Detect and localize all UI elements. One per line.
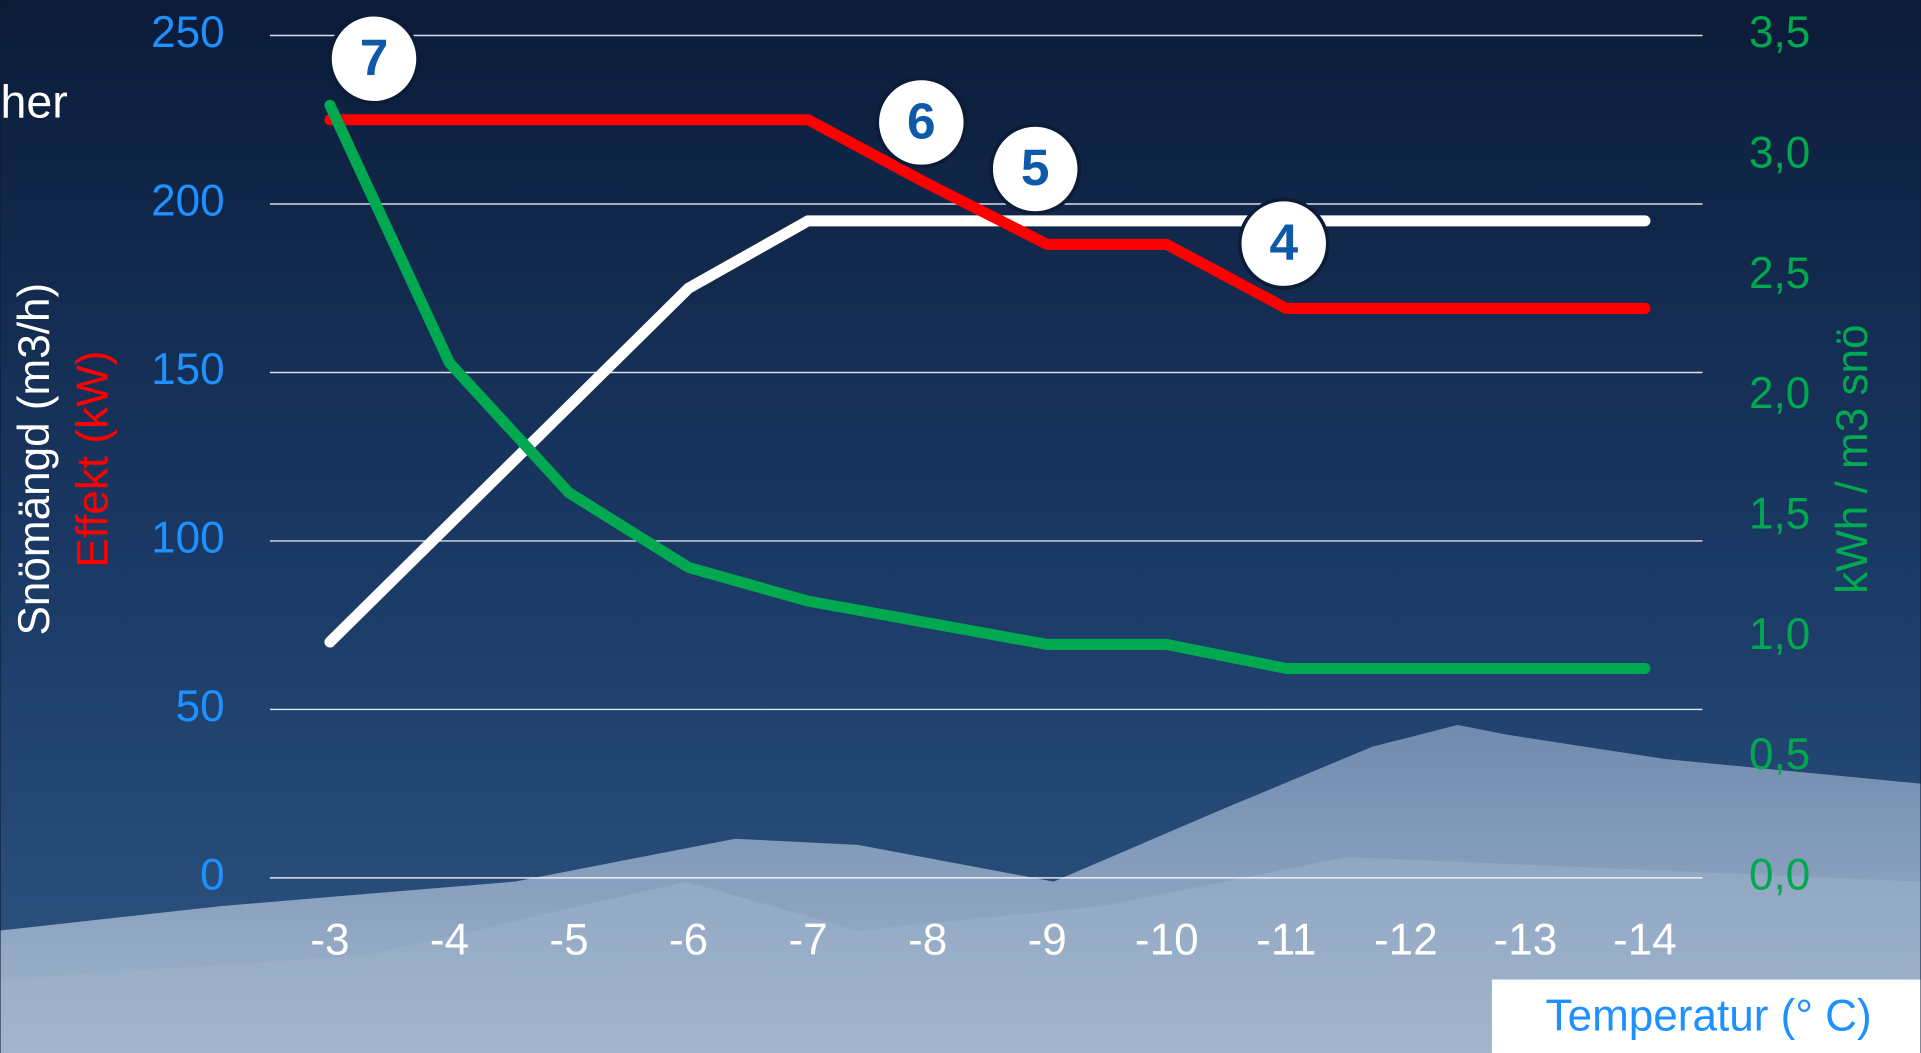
marker-badge: [875, 76, 968, 169]
x-tick-label: -4: [430, 915, 469, 964]
y2-tick-label: 3,5: [1749, 8, 1810, 57]
x-tick-label: -9: [1028, 915, 1067, 964]
marker-badge: [989, 123, 1082, 215]
marker-badge: [1237, 197, 1330, 290]
x-tick-label: -10: [1135, 915, 1199, 964]
axis-title: kWh / m3 snö: [1828, 324, 1877, 593]
x-tick-label: -12: [1374, 915, 1438, 964]
y2-tick-label: 1,5: [1749, 490, 1810, 539]
marker-badge: [328, 12, 420, 105]
x-tick-label: -7: [789, 915, 828, 964]
y2-tick-label: 1,0: [1749, 610, 1810, 659]
series-line: [324, 114, 1651, 314]
x-tick-label: -3: [310, 915, 349, 964]
x-tick-label: -14: [1613, 915, 1677, 964]
y2-tick-label: 2,5: [1749, 249, 1810, 298]
marker-number: 6: [907, 91, 936, 149]
y-tick-label: 250: [151, 8, 225, 57]
y-tick-label: 0: [200, 851, 225, 900]
series-line: [324, 215, 1651, 648]
side-text: her: [1, 76, 68, 128]
x-tick-label: -11: [1256, 915, 1316, 964]
axis-title: Snömängd (m3/h): [10, 283, 59, 636]
marker-number: 7: [360, 28, 389, 86]
series-line: [324, 99, 1651, 675]
y-tick-label: 200: [151, 177, 225, 226]
y2-tick-label: 0,5: [1749, 730, 1810, 779]
plot: 0 50 100 150 200 250 0,0 0,5 1,0 1,5 2,0 2,5 3,0 3,5 -…: [151, 8, 1810, 964]
y2-tick-label: 2,0: [1749, 369, 1810, 418]
y-tick-label: 150: [151, 345, 225, 394]
mountains-front: [0, 857, 1921, 1053]
axis-title: Effekt (kW): [69, 351, 118, 568]
y2-tick-label: 0,0: [1749, 851, 1810, 900]
marker-number: 4: [1269, 213, 1298, 271]
y-tick-label: 100: [151, 514, 225, 563]
x-tick-label: -5: [549, 915, 588, 964]
x-tick-label: -8: [908, 915, 947, 964]
x-label-box: [1491, 979, 1921, 1053]
x-tick-label: -6: [669, 915, 708, 964]
mountains: [0, 724, 1921, 1053]
x-tick-label: -13: [1494, 915, 1558, 964]
marker-number: 5: [1021, 138, 1050, 196]
x-axis-label: Temperatur (° C): [1546, 991, 1872, 1040]
y-tick-label: 50: [176, 682, 225, 731]
y2-tick-label: 3,0: [1749, 128, 1810, 177]
